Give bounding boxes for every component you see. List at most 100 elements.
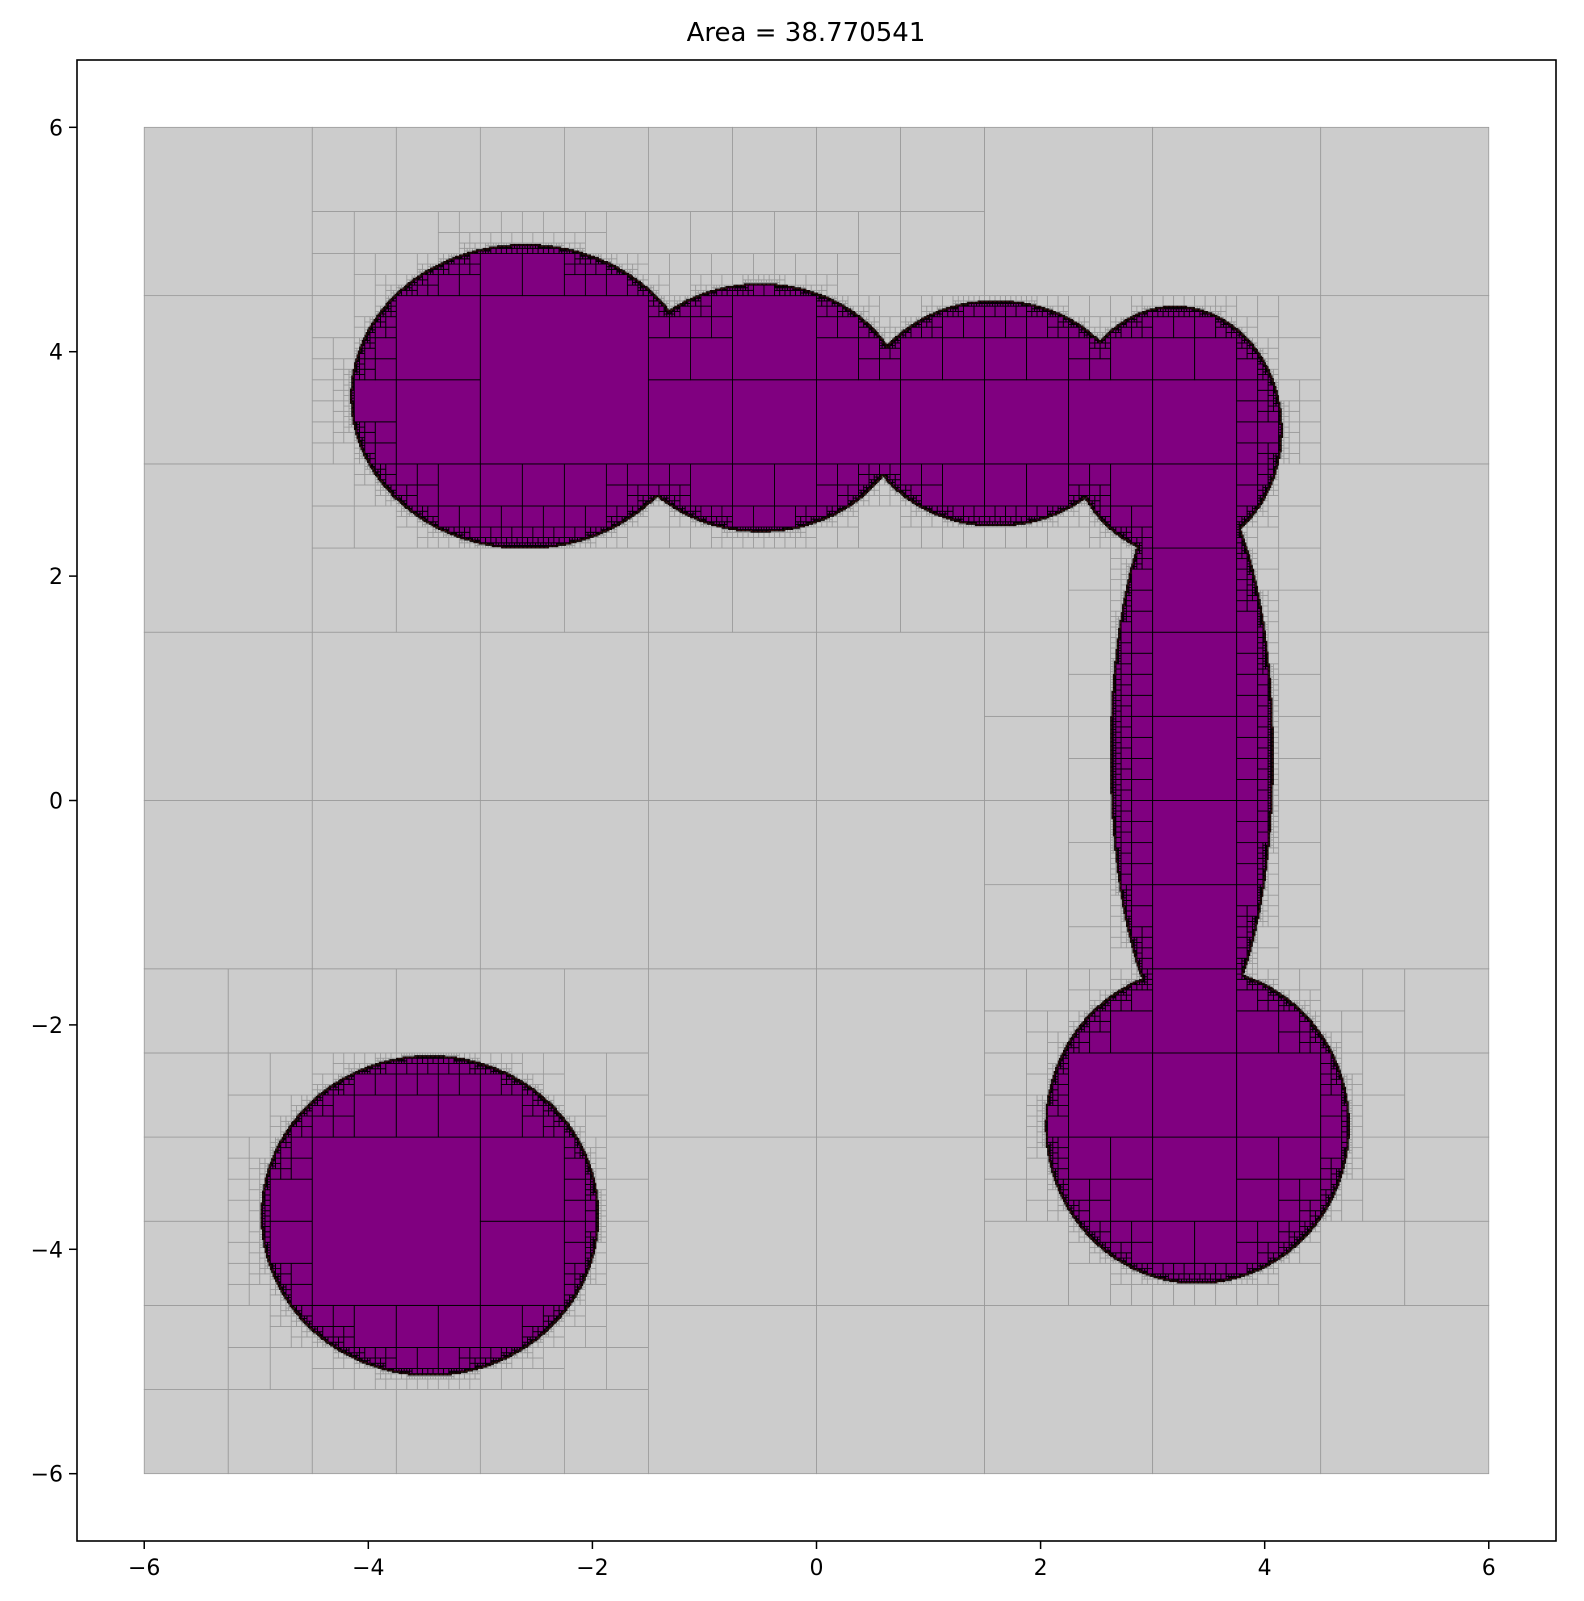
exterior-cell xyxy=(1120,926,1127,933)
exterior-cell xyxy=(831,521,838,528)
exterior-cell xyxy=(816,968,985,1138)
exterior-cell xyxy=(1267,337,1280,349)
exterior-cell xyxy=(432,531,439,538)
exterior-cell xyxy=(1173,1283,1196,1306)
exterior-cell xyxy=(616,537,628,549)
exterior-cell xyxy=(1252,968,1259,975)
exterior-cell xyxy=(1057,1047,1064,1054)
exterior-cell xyxy=(1299,421,1322,444)
exterior-cell xyxy=(648,1136,817,1306)
exterior-cell xyxy=(695,284,702,291)
exterior-cell xyxy=(637,253,649,265)
exterior-cell xyxy=(632,263,639,270)
interior-cell xyxy=(280,1147,292,1159)
exterior-cell xyxy=(1283,410,1290,417)
exterior-cell xyxy=(1262,347,1269,354)
exterior-cell xyxy=(590,1268,597,1275)
exterior-cell xyxy=(742,531,749,538)
exterior-cell xyxy=(458,232,471,244)
exterior-cell xyxy=(374,495,387,507)
exterior-cell xyxy=(1152,1283,1175,1306)
exterior-cell xyxy=(259,1252,266,1259)
exterior-cell xyxy=(364,321,371,328)
exterior-cell xyxy=(479,1052,492,1064)
exterior-cell xyxy=(269,1326,292,1348)
exterior-cell xyxy=(842,295,849,302)
exterior-cell xyxy=(1083,321,1091,328)
quadtree-cells xyxy=(143,126,1490,1475)
exterior-cell xyxy=(747,531,754,538)
exterior-cell xyxy=(332,1052,345,1064)
exterior-cell xyxy=(1152,126,1322,297)
exterior-cell xyxy=(1273,847,1280,854)
exterior-cell xyxy=(1278,1262,1322,1306)
interior-cell xyxy=(353,1304,397,1348)
exterior-cell xyxy=(606,211,649,254)
exterior-cell xyxy=(343,358,355,370)
exterior-cell xyxy=(1341,1052,1364,1075)
exterior-cell xyxy=(1309,999,1322,1012)
interior-cell xyxy=(332,1336,339,1343)
exterior-cell xyxy=(248,1178,261,1191)
exterior-cell xyxy=(1110,579,1122,591)
exterior-cell xyxy=(474,242,481,249)
exterior-cell xyxy=(1273,742,1280,749)
exterior-cell xyxy=(648,211,691,254)
exterior-cell xyxy=(1215,1283,1238,1306)
exterior-cell xyxy=(311,1341,318,1348)
exterior-cell xyxy=(1262,616,1269,623)
exterior-cell xyxy=(1278,842,1322,886)
exterior-cell xyxy=(269,1304,282,1317)
exterior-cell xyxy=(852,510,859,517)
exterior-cell xyxy=(1267,905,1280,917)
exterior-cell xyxy=(1294,1247,1301,1254)
interior-cell xyxy=(280,1141,287,1149)
exterior-cell xyxy=(1278,715,1322,759)
exterior-cell xyxy=(564,232,576,244)
exterior-cell xyxy=(600,1210,607,1217)
exterior-cell xyxy=(1089,999,1096,1007)
exterior-cell xyxy=(1194,1283,1217,1306)
exterior-cell xyxy=(1026,1126,1038,1138)
exterior-cell xyxy=(590,1278,597,1285)
exterior-cell xyxy=(779,274,786,281)
exterior-cell xyxy=(1267,516,1280,528)
exterior-cell xyxy=(658,274,670,286)
exterior-cell xyxy=(464,242,471,249)
exterior-cell xyxy=(711,274,723,286)
exterior-cell xyxy=(611,531,618,538)
exterior-cell xyxy=(527,1078,534,1085)
exterior-cell xyxy=(1273,842,1280,849)
exterior-cell xyxy=(353,342,360,349)
exterior-cell xyxy=(374,305,381,312)
exterior-cell xyxy=(1246,968,1253,975)
exterior-cell xyxy=(648,526,670,549)
exterior-cell xyxy=(516,1073,523,1080)
exterior-cell xyxy=(500,1063,508,1070)
exterior-cell xyxy=(879,484,891,496)
exterior-cell xyxy=(669,274,691,297)
exterior-cell xyxy=(301,1099,308,1106)
exterior-cell xyxy=(1320,463,1490,633)
exterior-cell xyxy=(542,1052,565,1075)
exterior-cell xyxy=(1068,800,1112,843)
exterior-cell xyxy=(905,316,912,323)
exterior-cell xyxy=(1309,1010,1316,1017)
exterior-cell xyxy=(637,263,649,275)
exterior-cell xyxy=(527,1347,534,1354)
exterior-cell xyxy=(1351,1126,1364,1138)
exterior-cell xyxy=(269,1094,292,1117)
exterior-cell xyxy=(805,526,817,538)
exterior-cell xyxy=(1262,900,1269,907)
exterior-cell xyxy=(143,631,313,801)
exterior-cell xyxy=(474,1052,481,1059)
exterior-cell xyxy=(464,542,471,549)
exterior-cell xyxy=(889,495,901,507)
exterior-cell xyxy=(1094,326,1101,333)
exterior-cell xyxy=(374,253,397,275)
exterior-cell xyxy=(353,326,366,339)
interior-cell xyxy=(332,1304,355,1327)
exterior-cell xyxy=(280,1304,287,1312)
exterior-cell xyxy=(669,510,676,517)
exterior-cell xyxy=(1273,779,1280,786)
